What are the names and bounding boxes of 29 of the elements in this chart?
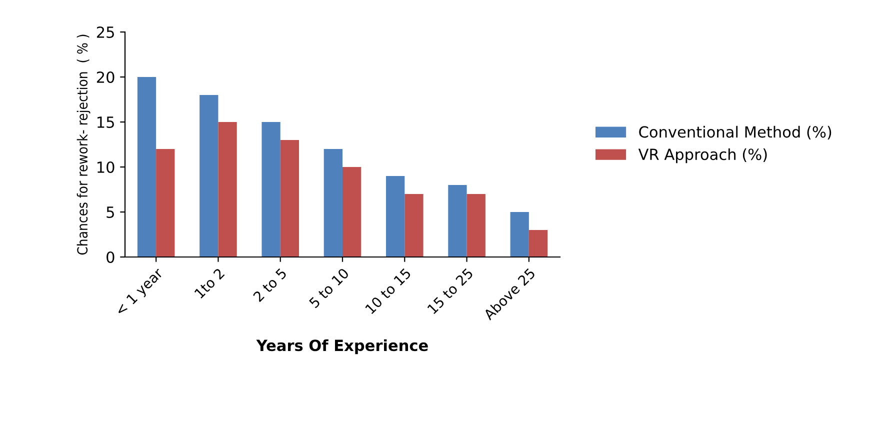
bar (386, 176, 405, 257)
bar (156, 149, 175, 257)
x-tick-label: 5 to 10 (308, 268, 350, 308)
legend-label: VR Approach (%) (638, 148, 767, 164)
x-tick-label: 2 to 5 (252, 268, 288, 302)
y-tick-label: 10 (98, 161, 114, 174)
bar (528, 230, 548, 257)
y-tick-label: 20 (96, 71, 114, 84)
bar (510, 212, 529, 257)
bar (466, 194, 486, 257)
y-tick-label: 5 (106, 206, 114, 218)
bar (200, 95, 218, 257)
y-tick-label: 25 (96, 26, 114, 38)
bar (448, 185, 467, 257)
bar (218, 122, 237, 257)
x-axis-title: Years Of Experience (256, 339, 428, 354)
y-tick-label: 0 (106, 251, 114, 264)
bar (280, 140, 299, 257)
bar (404, 194, 424, 257)
y-tick-label: 15 (98, 116, 114, 128)
bar (262, 122, 280, 257)
legend-label: Conventional Method (%) (639, 126, 832, 140)
bar (342, 167, 362, 257)
x-tick-label: 1to 2 (194, 268, 225, 299)
y-axis-title: Chances for rework- rejection ( % ) (76, 34, 90, 255)
x-tick-label: 15 to 25 (426, 268, 474, 314)
x-tick-label: 10 to 15 (364, 268, 412, 314)
bar (137, 77, 156, 257)
bar (324, 149, 342, 257)
